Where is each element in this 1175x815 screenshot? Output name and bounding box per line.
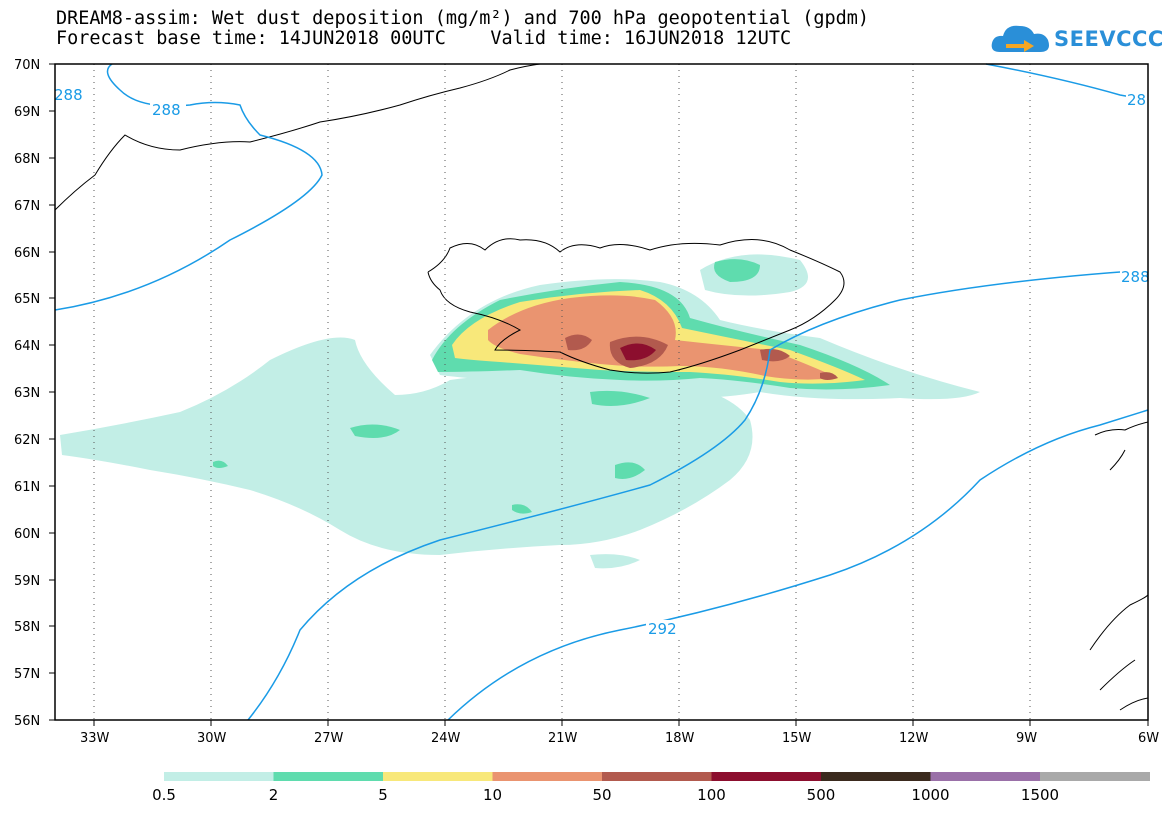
lon-label: 9W	[1016, 731, 1037, 746]
cloud-arrow-icon	[991, 25, 1049, 52]
contour-label: 288	[1121, 268, 1150, 286]
dust-area-light	[60, 337, 753, 555]
lat-label: 65N	[14, 292, 40, 307]
contour-288-west	[54, 63, 323, 311]
dust-area-darkred	[620, 343, 656, 361]
lon-label: 21W	[548, 731, 578, 746]
colorbar-segment	[383, 772, 493, 781]
lat-label: 69N	[14, 105, 40, 120]
colorbar-segment	[164, 772, 274, 781]
lat-label: 66N	[14, 246, 40, 261]
colorbar-label: 50	[592, 786, 611, 804]
colorbar-segment	[602, 772, 712, 781]
coastline-norway	[1089, 421, 1149, 711]
colorbar: 0.5 2 5 10 50 100 500 1000 1500	[152, 772, 1150, 804]
coastline-greenland	[54, 63, 541, 211]
coastline-iceland	[427, 238, 845, 374]
colorbar-segment	[821, 772, 931, 781]
lat-label: 61N	[14, 480, 40, 495]
contour-label: 292	[648, 620, 677, 638]
map-title: DREAM8-assim: Wet dust deposition (mg/m²…	[56, 8, 870, 29]
colorbar-label: 5	[378, 786, 388, 804]
colorbar-label: 100	[697, 786, 726, 804]
lat-label: 62N	[14, 433, 40, 448]
coastlines	[54, 63, 1149, 711]
colorbar-label: 10	[483, 786, 502, 804]
colorbar-segment	[930, 772, 1041, 781]
lon-label: 27W	[314, 731, 344, 746]
contour-label: 288	[152, 101, 181, 119]
colorbar-label: 500	[807, 786, 836, 804]
dust-area-brown	[565, 334, 592, 351]
geopotential-contours	[54, 63, 1149, 721]
lat-label: 57N	[14, 667, 40, 682]
lat-label: 68N	[14, 152, 40, 167]
logo-text: SEEVCCC	[1054, 27, 1164, 51]
lat-label: 63N	[14, 386, 40, 401]
contour-292	[447, 409, 1149, 721]
contour-label: 28	[1127, 91, 1146, 109]
lat-label: 70N	[14, 58, 40, 73]
lat-label: 56N	[14, 714, 40, 729]
colorbar-segment	[1040, 772, 1150, 781]
contour-288-center	[247, 269, 1149, 721]
colorbar-segment	[273, 772, 384, 781]
contour-label: 288	[54, 86, 83, 104]
lat-label: 60N	[14, 527, 40, 542]
lon-label: 12W	[899, 731, 929, 746]
lat-label: 58N	[14, 620, 40, 635]
lon-label: 33W	[80, 731, 110, 746]
lon-label: 30W	[197, 731, 227, 746]
latitude-labels: 70N 69N 68N 67N 66N 65N 64N 63N 62N 61N …	[14, 58, 40, 729]
colorbar-label: 1500	[1021, 786, 1059, 804]
lon-label: 18W	[665, 731, 695, 746]
lon-label: 24W	[431, 731, 461, 746]
colorbar-segment	[492, 772, 603, 781]
lon-label: 6W	[1138, 731, 1159, 746]
dust-deposition-field	[60, 254, 980, 569]
lat-label: 64N	[14, 339, 40, 354]
colorbar-label: 0.5	[152, 786, 176, 804]
lat-label: 59N	[14, 574, 40, 589]
lat-label: 67N	[14, 199, 40, 214]
contour-288-east	[985, 63, 1149, 101]
longitude-labels: 33W 30W 27W 24W 21W 18W 15W 12W 9W 6W	[80, 731, 1159, 746]
lon-label: 15W	[782, 731, 812, 746]
colorbar-label: 1000	[911, 786, 949, 804]
colorbar-label: 2	[269, 786, 279, 804]
colorbar-segment	[711, 772, 822, 781]
graticule	[93, 64, 1031, 720]
map-subtitle-times: Forecast base time: 14JUN2018 00UTC Vali…	[56, 28, 792, 49]
